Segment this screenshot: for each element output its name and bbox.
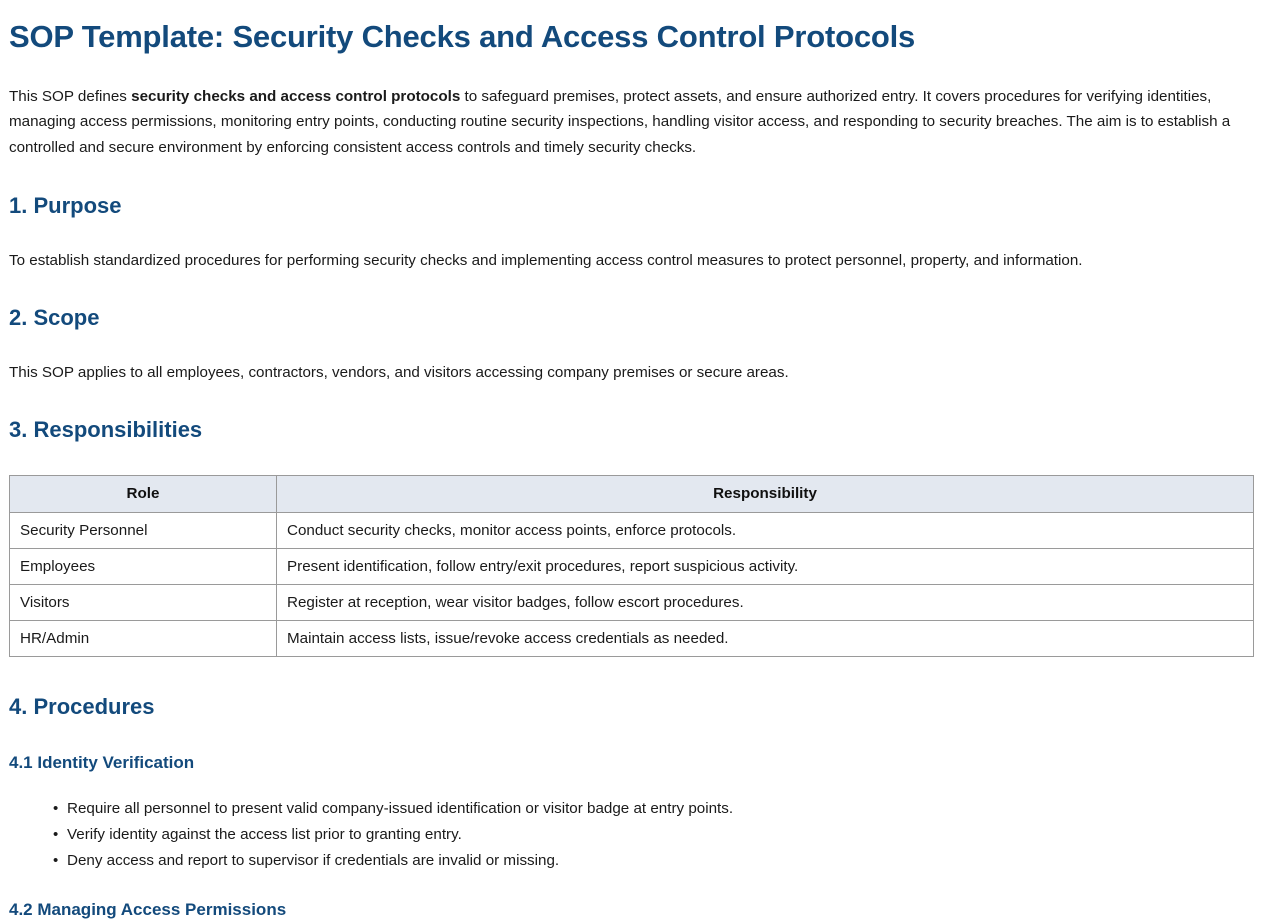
- identity-verification-list: Require all personnel to present valid c…: [9, 796, 1254, 874]
- intro-paragraph: This SOP defines security checks and acc…: [9, 84, 1254, 161]
- page-title: SOP Template: Security Checks and Access…: [9, 19, 916, 54]
- purpose-body: To establish standardized procedures for…: [9, 252, 1083, 270]
- section-heading-purpose: 1. Purpose: [9, 192, 122, 218]
- spacer: [9, 874, 1254, 899]
- list-item: Verify identity against the access list …: [53, 822, 1254, 848]
- table-row: Employees Present identification, follow…: [9, 547, 1254, 585]
- responsibilities-table: Role Responsibility Security Personnel C…: [9, 474, 1254, 657]
- spacer: [9, 220, 1254, 248]
- cell-responsibility: Conduct security checks, monitor access …: [276, 511, 1254, 549]
- subsection-heading-identity-verification: 4.1 Identity Verification: [9, 753, 195, 773]
- section-heading-responsibilities: 3. Responsibilities: [9, 416, 203, 442]
- spacer: [9, 161, 1254, 192]
- column-header-responsibility: Responsibility: [276, 474, 1254, 513]
- list-item: Deny access and report to supervisor if …: [53, 848, 1254, 874]
- section-heading-procedures: 4. Procedures: [9, 693, 155, 719]
- intro-rest: to safeguard premises, protect assets, a…: [9, 87, 1231, 156]
- spacer: [9, 386, 1254, 416]
- intro-emphasis: security checks and access control proto…: [131, 87, 461, 105]
- table-header-row: Role Responsibility: [9, 474, 1254, 513]
- scope-body: This SOP applies to all employees, contr…: [9, 364, 789, 382]
- table-row: HR/Admin Maintain access lists, issue/re…: [9, 619, 1254, 657]
- cell-responsibility: Maintain access lists, issue/revoke acce…: [276, 619, 1254, 657]
- cell-role: Security Personnel: [9, 511, 277, 549]
- spacer: [9, 774, 1254, 796]
- spacer: [9, 721, 1254, 752]
- subsection-heading-managing-access-permissions: 4.2 Managing Access Permissions: [9, 900, 287, 920]
- cell-role: Employees: [9, 547, 277, 585]
- spacer: [9, 57, 1254, 84]
- spacer: [9, 274, 1254, 304]
- cell-responsibility: Register at reception, wear visitor badg…: [276, 583, 1254, 621]
- section-heading-scope: 2. Scope: [9, 304, 100, 330]
- intro-lead: This SOP defines: [9, 87, 132, 105]
- spacer: [9, 332, 1254, 360]
- cell-role: Visitors: [9, 583, 277, 621]
- table-row: Visitors Register at reception, wear vis…: [9, 583, 1254, 621]
- spacer: [9, 657, 1254, 693]
- cell-responsibility: Present identification, follow entry/exi…: [276, 547, 1254, 585]
- cell-role: HR/Admin: [9, 619, 277, 657]
- column-header-role: Role: [9, 474, 277, 513]
- list-item: Require all personnel to present valid c…: [53, 796, 1254, 822]
- spacer: [9, 445, 1254, 475]
- table-row: Security Personnel Conduct security chec…: [9, 511, 1254, 549]
